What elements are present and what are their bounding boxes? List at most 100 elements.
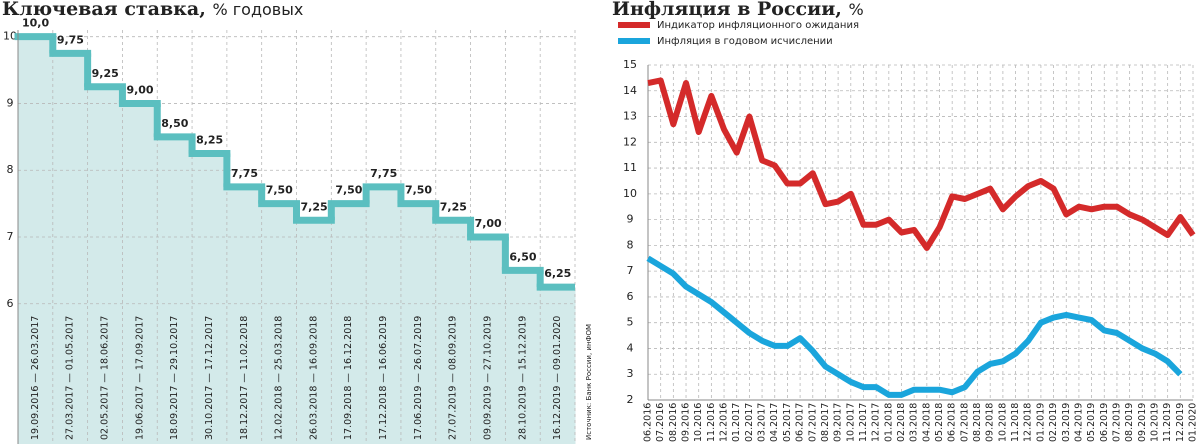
value-label: 10,0 bbox=[22, 17, 49, 30]
area-segment bbox=[18, 36, 54, 444]
x-tick-label: 05.2018 bbox=[934, 403, 945, 442]
x-tick-label: 09.2018 bbox=[985, 403, 996, 442]
y-tick-label: 8 bbox=[627, 238, 634, 251]
area-segment bbox=[400, 203, 437, 444]
x-tick-label: 12.02.2018 — 25.03.2018 bbox=[274, 316, 285, 440]
x-tick-label: 12.2017 bbox=[871, 403, 882, 442]
x-tick-label: 07.2018 bbox=[959, 403, 970, 442]
value-label: 7,75 bbox=[231, 167, 258, 180]
legend-label: Индикатор инфляционного ожидания bbox=[657, 20, 859, 31]
area-segment bbox=[331, 203, 367, 444]
area-segment bbox=[470, 237, 506, 444]
x-tick-label: 10.2018 bbox=[997, 403, 1008, 442]
y-tick-label: 10 bbox=[623, 187, 637, 200]
x-tick-label: 19.09.2016 — 26.03.2017 bbox=[30, 316, 41, 440]
x-tick-label: 09.2016 bbox=[681, 403, 692, 442]
x-tick-label: 09.2017 bbox=[833, 403, 844, 442]
value-label: 7,50 bbox=[405, 184, 432, 197]
area-segment bbox=[226, 186, 263, 444]
x-tick-label: 27.07.2019 — 08.09.2019 bbox=[448, 316, 459, 440]
value-label: 7,00 bbox=[475, 217, 502, 230]
y-tick-label: 13 bbox=[623, 110, 637, 123]
area-segment bbox=[505, 270, 541, 444]
x-tick-label: 30.10.2017 — 17.12.2017 bbox=[204, 316, 215, 440]
y-tick-label: 7 bbox=[7, 230, 14, 243]
value-label: 7,50 bbox=[266, 184, 293, 197]
x-tick-label: 18.12.2017 — 11.02.2018 bbox=[239, 316, 250, 440]
area-segment bbox=[122, 103, 158, 444]
area-segment bbox=[157, 136, 193, 444]
x-tick-label: 12.2016 bbox=[719, 403, 730, 442]
title-main: Инфляция в России, bbox=[612, 0, 842, 20]
x-tick-label: 17.12.2018 — 16.06.2019 bbox=[378, 316, 389, 440]
value-label: 7,75 bbox=[370, 167, 397, 180]
x-tick-label: 04.2018 bbox=[921, 403, 932, 442]
x-tick-label: 17.09.2018 — 16.12.2018 bbox=[343, 316, 354, 440]
area-segment bbox=[540, 287, 576, 444]
value-label: 7,50 bbox=[335, 184, 362, 197]
x-tick-label: 07.2016 bbox=[655, 403, 666, 442]
x-tick-label: 06.2017 bbox=[795, 403, 806, 442]
y-tick-label: 7 bbox=[627, 264, 634, 277]
y-tick-label: 14 bbox=[623, 84, 637, 97]
x-tick-label: 03.2019 bbox=[1061, 403, 1072, 442]
x-tick-label: 12.2018 bbox=[1023, 403, 1034, 442]
line-series bbox=[647, 77, 1196, 251]
x-tick-label: 11.2017 bbox=[858, 403, 869, 442]
x-tick-label: 10.2016 bbox=[693, 403, 704, 442]
title-unit: % bbox=[849, 0, 864, 19]
x-tick-label: 10.2017 bbox=[845, 403, 856, 442]
x-tick-label: 08.2017 bbox=[820, 403, 831, 442]
x-tick-label: 06.2019 bbox=[1099, 403, 1110, 442]
area-segment bbox=[87, 86, 123, 444]
area-segment bbox=[192, 153, 228, 444]
y-tick-label: 8 bbox=[7, 163, 14, 176]
y-tick-label: 2 bbox=[627, 393, 634, 406]
x-tick-label: 03.2017 bbox=[757, 403, 768, 442]
value-label: 6,50 bbox=[509, 250, 536, 263]
x-tick-label: 05.2017 bbox=[782, 403, 793, 442]
x-tick-label: 17.06.2019 — 26.07.2019 bbox=[413, 316, 424, 440]
x-tick-label: 03.2018 bbox=[909, 403, 920, 442]
line-series bbox=[646, 255, 1183, 398]
value-label: 7,25 bbox=[440, 200, 467, 213]
x-tick-label: 09.09.2019 — 27.10.2019 bbox=[482, 316, 493, 440]
x-tick-label: 11.2019 bbox=[1162, 403, 1173, 442]
x-tick-label: 28.10.2019 — 15.12.2019 bbox=[517, 316, 528, 440]
x-tick-label: 05.2019 bbox=[1086, 403, 1097, 442]
source: Источник: Банк России, инФОМ bbox=[585, 324, 593, 440]
x-tick-label: 09.2019 bbox=[1137, 403, 1148, 442]
x-tick-label: 04.2017 bbox=[769, 403, 780, 442]
value-label: 6,25 bbox=[544, 267, 571, 280]
x-tick-label: 02.05.2017 — 18.06.2017 bbox=[100, 316, 111, 440]
area-segment bbox=[366, 186, 402, 444]
value-label: 9,25 bbox=[92, 67, 119, 80]
x-tick-label: 07.2017 bbox=[807, 403, 818, 442]
legend-label: Инфляция в годовом исчислении bbox=[657, 36, 833, 47]
x-tick-label: 08.2016 bbox=[668, 403, 679, 442]
y-tick-label: 6 bbox=[7, 297, 14, 310]
value-label: 8,50 bbox=[161, 117, 188, 130]
y-tick-label: 15 bbox=[623, 58, 637, 71]
x-tick-label: 11.2018 bbox=[1010, 403, 1021, 442]
x-tick-label: 06.2016 bbox=[643, 403, 654, 442]
x-tick-label: 06.2018 bbox=[947, 403, 958, 442]
y-tick-label: 10 bbox=[3, 30, 17, 43]
value-label: 7,25 bbox=[301, 200, 328, 213]
area-segment bbox=[261, 203, 297, 444]
x-tick-label: 08.2019 bbox=[1124, 403, 1135, 442]
area-segment bbox=[52, 53, 89, 444]
x-tick-label: 07.2019 bbox=[1111, 403, 1122, 442]
x-tick-label: 02.2019 bbox=[1048, 403, 1059, 442]
x-tick-label: 27.03.2017 — 01.05.2017 bbox=[65, 316, 76, 440]
x-tick-label: 02.2018 bbox=[896, 403, 907, 442]
x-tick-label: 02.2017 bbox=[744, 403, 755, 442]
x-tick-label: 01.2019 bbox=[1035, 403, 1046, 442]
x-tick-label: 11.2016 bbox=[706, 403, 717, 442]
x-tick-label: 10.2019 bbox=[1149, 403, 1160, 442]
y-tick-label: 3 bbox=[627, 367, 634, 380]
x-tick-label: 01.2018 bbox=[883, 403, 894, 442]
x-tick-label: 26.03.2018 — 16.09.2018 bbox=[308, 316, 319, 440]
y-tick-label: 11 bbox=[623, 161, 637, 174]
